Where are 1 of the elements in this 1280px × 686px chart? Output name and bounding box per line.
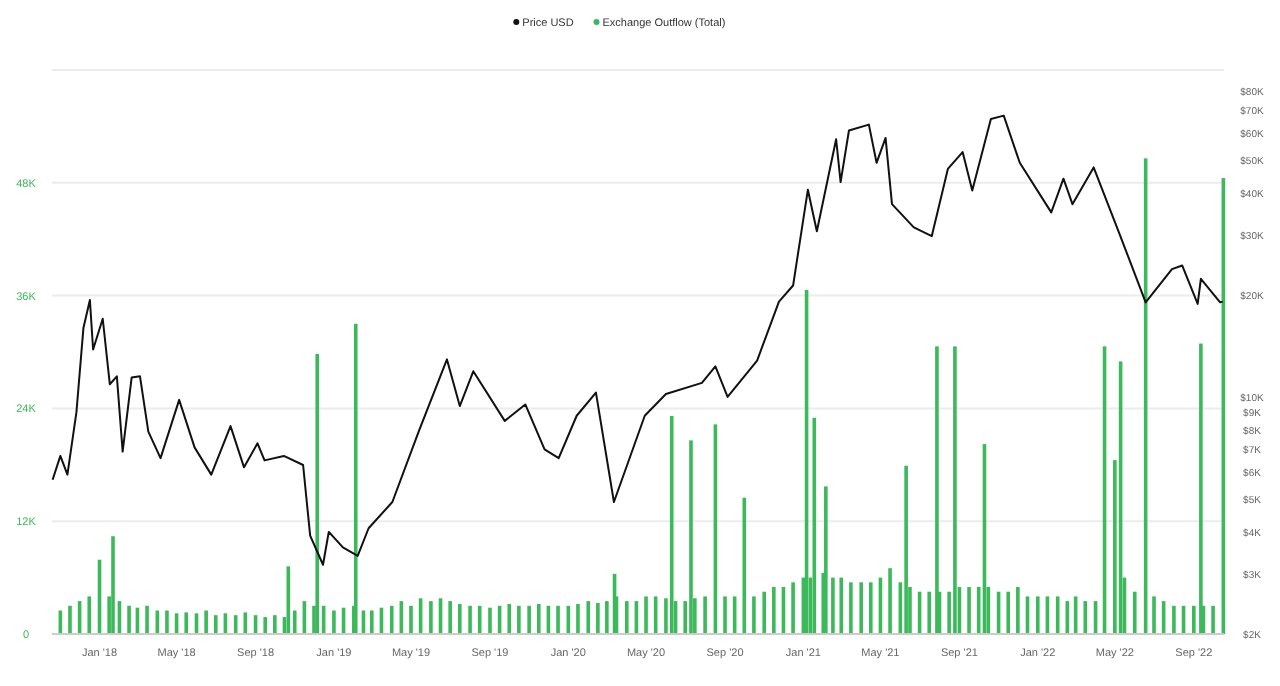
line-series: [51, 114, 1224, 566]
